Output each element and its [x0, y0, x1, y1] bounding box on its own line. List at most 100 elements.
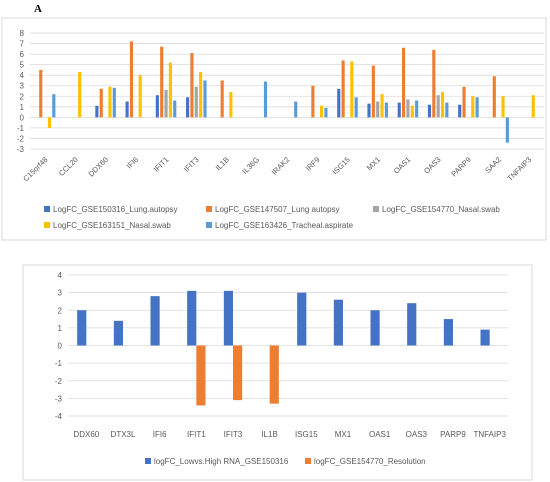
bar — [39, 69, 43, 118]
bar — [402, 47, 406, 118]
y-tick-label: -3 — [17, 145, 25, 154]
y-tick-label: 2 — [20, 92, 25, 101]
bar — [341, 60, 345, 118]
x-tick-label: IFI6 — [153, 430, 167, 439]
bar — [194, 86, 198, 118]
bar — [440, 92, 445, 118]
y-tick-label: 1 — [20, 103, 25, 112]
bar — [432, 49, 436, 118]
bar — [112, 87, 116, 118]
bar — [354, 97, 358, 118]
bar — [380, 94, 384, 118]
y-tick-label: 1 — [58, 324, 63, 333]
legend-entry: LogFC_GSE147507_Lung autopsy — [215, 205, 340, 214]
panel-label-a: A — [34, 3, 42, 15]
bar — [475, 97, 479, 118]
bar — [125, 101, 129, 118]
bar — [229, 92, 233, 118]
bar — [501, 96, 505, 118]
y-tick-label: 4 — [58, 271, 63, 280]
legend-entry: logFC_GSE154770_Resolution — [314, 457, 426, 466]
y-tick-label: -1 — [55, 359, 63, 368]
bar — [471, 96, 475, 118]
legend-entry: logFC_Lowvs.High RNA_GSE150316 — [154, 457, 289, 466]
x-tick-label: DTX3L — [111, 430, 136, 439]
legend-entry: LogFC_GSE163426_Tracheal.aspirate — [215, 221, 354, 230]
y-tick-label: -1 — [17, 124, 25, 133]
y-tick-label: -3 — [55, 394, 63, 403]
y-tick-label: -4 — [55, 412, 63, 421]
bar — [187, 290, 197, 346]
bar — [384, 102, 388, 118]
bar — [52, 94, 56, 118]
legend-entry: LogFC_GSE163151_Nasal.swab — [53, 221, 171, 230]
y-tick-label: -2 — [55, 377, 63, 386]
y-tick-label: 0 — [20, 113, 25, 122]
bar — [505, 117, 509, 143]
bar — [220, 80, 224, 118]
bar — [370, 310, 380, 346]
bar — [407, 303, 417, 346]
legend-swatch — [206, 206, 212, 212]
bar — [445, 102, 449, 118]
bar — [113, 320, 123, 346]
legend-entry: LogFC_GSE154770_Nasal.swab — [382, 205, 500, 214]
bar — [427, 104, 432, 118]
bar — [233, 345, 243, 401]
y-tick-label: 8 — [20, 29, 25, 38]
legend-swatch — [206, 222, 212, 228]
x-tick-label: ISG15 — [295, 430, 318, 439]
bar — [173, 100, 177, 118]
bar — [371, 65, 375, 118]
x-tick-label: DDX60 — [73, 430, 99, 439]
bar — [406, 99, 410, 118]
y-tick-label: -2 — [17, 134, 25, 143]
bar — [297, 292, 307, 346]
bar — [462, 86, 466, 118]
bar — [95, 105, 99, 118]
bar — [443, 319, 453, 346]
bar — [415, 100, 419, 118]
y-tick-label: 7 — [20, 40, 25, 49]
y-tick-label: 3 — [20, 82, 25, 91]
bar — [138, 75, 142, 118]
bar — [155, 95, 159, 118]
bar — [333, 299, 343, 346]
x-tick-label: IL1B — [261, 430, 277, 439]
bar — [294, 101, 298, 118]
bar — [397, 102, 401, 118]
bar — [77, 310, 87, 346]
legend-swatch — [44, 222, 50, 228]
y-tick-label: 5 — [20, 61, 25, 70]
x-tick-label: MX1 — [335, 430, 352, 439]
bar — [263, 81, 268, 118]
bar — [199, 72, 203, 118]
bar — [168, 62, 172, 118]
x-tick-label: PARP9 — [440, 430, 466, 439]
legend-swatch — [44, 206, 50, 212]
bar — [269, 345, 279, 404]
bar — [324, 107, 328, 118]
x-tick-label: IFIT3 — [224, 430, 243, 439]
bar — [190, 53, 194, 118]
bar — [311, 85, 315, 118]
bar — [367, 103, 371, 118]
bar — [160, 46, 164, 118]
bar — [203, 80, 207, 118]
bar — [480, 329, 490, 346]
bar — [376, 101, 380, 118]
y-tick-label: 3 — [58, 289, 63, 298]
bar — [129, 41, 134, 118]
x-tick-label: OAS1 — [369, 430, 391, 439]
bar — [410, 105, 414, 118]
x-tick-label: OAS3 — [406, 430, 428, 439]
bar — [337, 88, 341, 118]
bar — [47, 117, 52, 128]
bar — [531, 95, 535, 118]
legend-swatch — [145, 458, 151, 464]
bar — [436, 95, 440, 118]
bar — [458, 104, 462, 118]
legend-entry: LogFC_GSE150316_Lung.autopsy — [53, 205, 178, 214]
bar — [108, 86, 112, 118]
